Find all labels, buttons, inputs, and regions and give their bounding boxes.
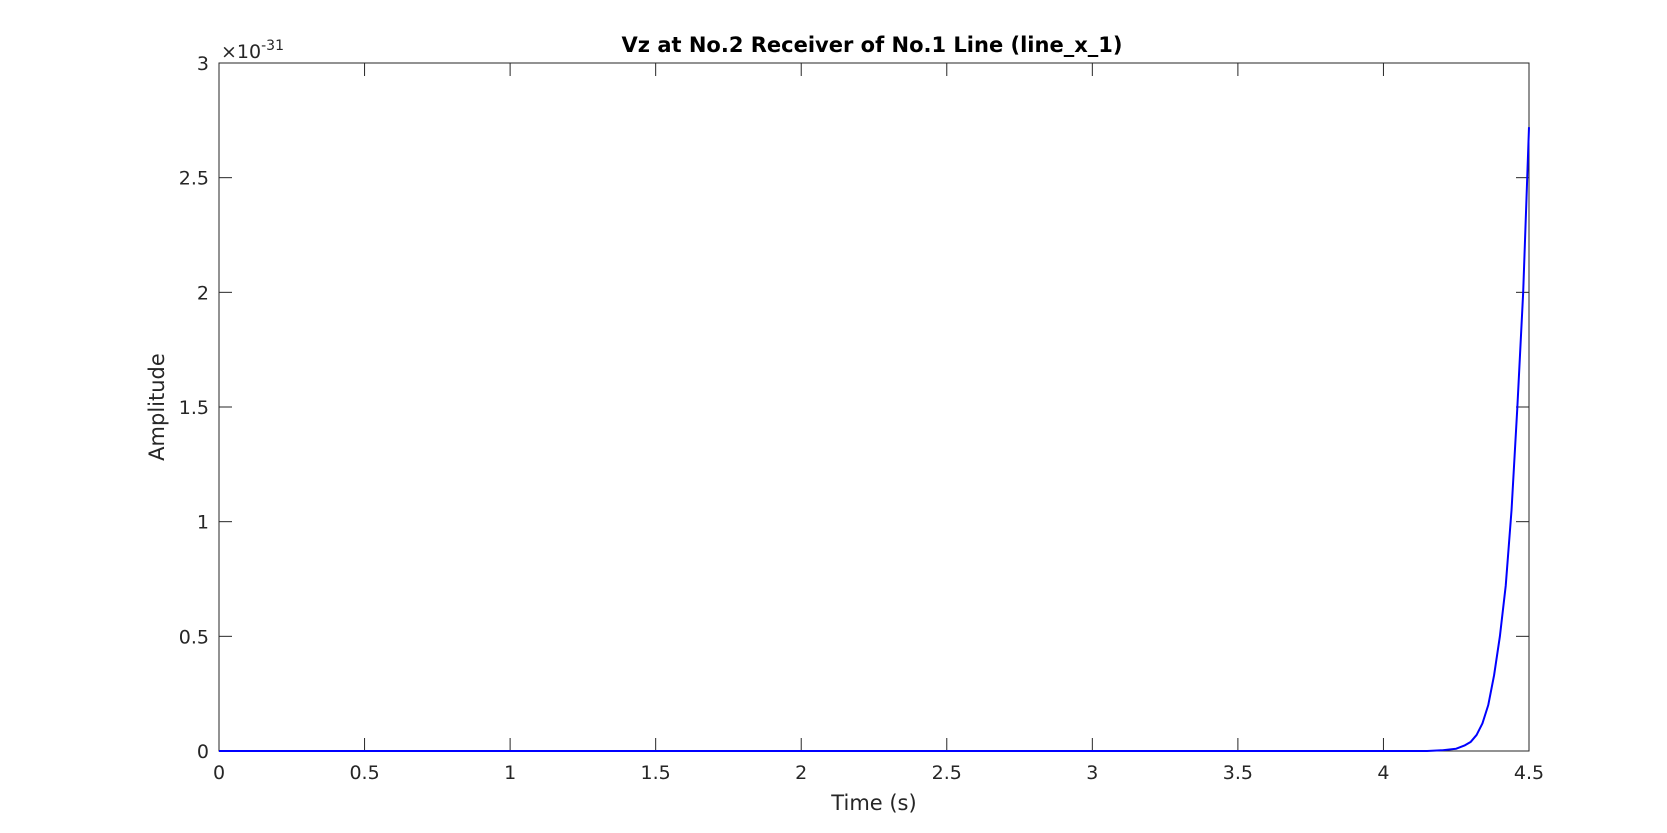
x-tick-label: 1.5 xyxy=(641,762,671,784)
chart-title: Vz at No.2 Receiver of No.1 Line (line_x… xyxy=(622,33,1123,57)
x-axis-ticks: 0 0.5 1 1.5 2 2.5 3 3.5 4 4.5 xyxy=(213,63,1544,784)
x-tick-label: 2 xyxy=(795,762,807,784)
plot-area xyxy=(218,62,1530,752)
y-tick-label: 2 xyxy=(197,282,209,304)
y-tick-label: 0 xyxy=(197,741,209,763)
x-tick-label: 4 xyxy=(1377,762,1389,784)
x-tick-label: 3.5 xyxy=(1223,762,1253,784)
x-tick-label: 2.5 xyxy=(932,762,962,784)
y-axis-label: Amplitude xyxy=(145,353,169,461)
y-tick-label: 1 xyxy=(197,512,209,534)
y-tick-label: 0.5 xyxy=(179,626,209,648)
series-line-0 xyxy=(219,127,1530,752)
y-exponent: ×10-31 xyxy=(221,38,284,63)
x-axis-label: Time (s) xyxy=(830,791,916,815)
y-tick-label: 2.5 xyxy=(179,168,209,190)
y-axis-ticks: 0 0.5 1 1.5 2 2.5 3 xyxy=(179,53,1529,763)
x-tick-label: 3 xyxy=(1086,762,1098,784)
y-tick-label: 1.5 xyxy=(179,397,209,419)
x-tick-label: 1 xyxy=(504,762,516,784)
y-exponent-power: -31 xyxy=(261,38,284,54)
y-exponent-prefix: ×10 xyxy=(221,41,261,63)
x-tick-label: 0.5 xyxy=(349,762,379,784)
x-tick-label: 4.5 xyxy=(1514,762,1544,784)
y-tick-label: 3 xyxy=(197,53,209,75)
svg-text:×10-31: ×10-31 xyxy=(221,38,284,63)
x-tick-label: 0 xyxy=(213,762,225,784)
series-layer xyxy=(219,127,1530,752)
